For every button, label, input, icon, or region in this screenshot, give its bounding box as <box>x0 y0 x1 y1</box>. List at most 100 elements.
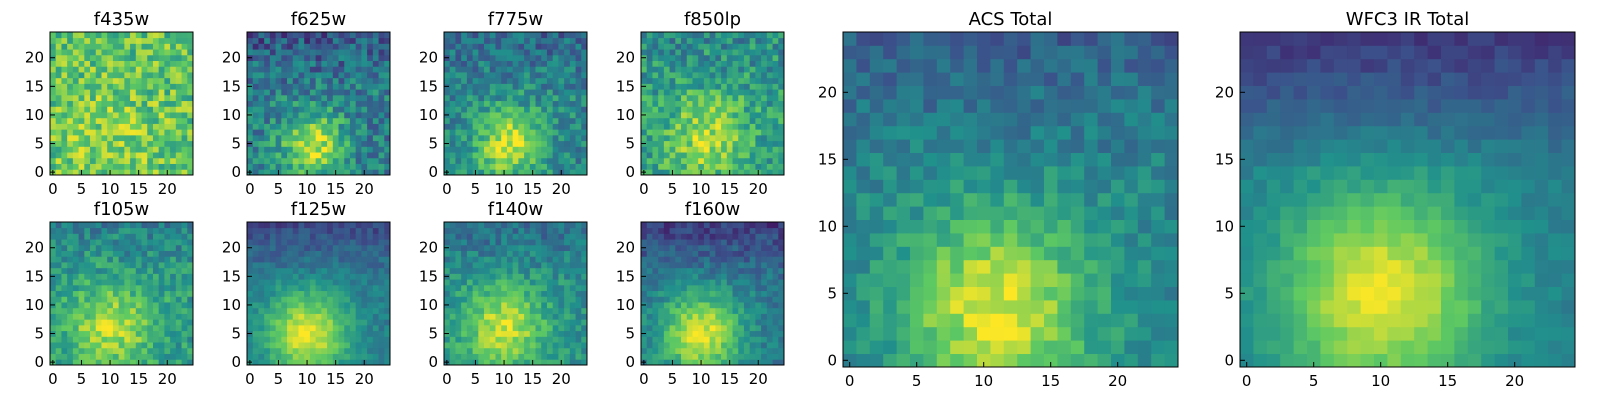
heatmap-cell <box>692 100 699 107</box>
heatmap-cell <box>252 32 259 39</box>
heatmap-cell <box>135 140 142 147</box>
heatmap-cell <box>766 267 773 274</box>
heatmap-cell <box>461 152 468 159</box>
heatmap-cell <box>264 244 271 251</box>
heatmap-cell <box>90 290 97 297</box>
heatmap-cell <box>361 330 368 337</box>
heatmap-cell <box>535 296 542 303</box>
heatmap-cell <box>692 319 699 326</box>
heatmap-cell <box>581 123 588 130</box>
heatmap-cell <box>726 83 733 90</box>
heatmap-cell <box>361 134 368 142</box>
heatmap-cell <box>315 77 322 84</box>
heatmap-cell <box>298 66 305 73</box>
heatmap-cell <box>332 284 339 292</box>
heatmap-cell <box>118 117 125 124</box>
heatmap-cell <box>135 273 142 280</box>
heatmap-cell <box>367 222 374 229</box>
heatmap-cell <box>252 100 259 107</box>
heatmap-cell <box>524 279 531 286</box>
heatmap-cell <box>90 262 97 269</box>
heatmap-cell <box>84 169 91 176</box>
heatmap-cell <box>372 123 379 130</box>
heatmap-cell <box>101 233 108 240</box>
heatmap-cell <box>378 37 385 44</box>
heatmap-cell <box>535 60 542 67</box>
heatmap-cell <box>258 284 265 292</box>
heatmap-cell <box>698 163 705 170</box>
heatmap-cell <box>124 302 131 309</box>
heatmap-cell <box>321 319 328 326</box>
heatmap-cell <box>304 72 311 79</box>
heatmap-cell <box>252 37 259 44</box>
heatmap-cell <box>84 123 91 130</box>
heatmap-cell <box>575 279 582 286</box>
heatmap-cell <box>581 163 588 170</box>
heatmap-cell <box>489 359 496 366</box>
heatmap-cell <box>55 129 62 136</box>
heatmap-cell <box>275 157 282 164</box>
heatmap-cell <box>164 152 171 159</box>
heatmap-cell <box>135 324 142 332</box>
heatmap-cell <box>669 89 676 96</box>
heatmap-cell <box>135 233 142 240</box>
heatmap-cell <box>658 117 665 124</box>
heatmap-cell <box>669 77 676 84</box>
heatmap-cell <box>552 239 559 246</box>
heatmap-cell <box>61 267 68 274</box>
heatmap-cell <box>681 72 688 79</box>
heatmap-cell <box>552 129 559 136</box>
heatmap-cell <box>275 123 282 130</box>
heatmap-cell <box>512 256 519 263</box>
heatmap-cell <box>355 336 362 343</box>
heatmap-cell <box>715 313 722 320</box>
heatmap-cell <box>309 296 317 303</box>
heatmap-cell <box>327 117 334 124</box>
heatmap-cell <box>581 169 588 176</box>
heatmap-cell <box>78 290 85 297</box>
heatmap-cell <box>715 100 722 107</box>
heatmap-cell <box>581 233 588 240</box>
heatmap-cell <box>715 169 722 176</box>
heatmap-cell <box>529 319 536 326</box>
heatmap-cell <box>152 49 160 56</box>
heatmap-cell <box>130 296 137 303</box>
heatmap-cell <box>743 262 751 269</box>
heatmap-cell <box>84 146 91 153</box>
heatmap-cell <box>546 66 554 73</box>
heatmap-cell <box>292 353 299 360</box>
heatmap-cell <box>252 302 259 309</box>
heatmap-cell <box>304 296 311 303</box>
heatmap-cell <box>264 163 271 170</box>
heatmap-cell <box>478 239 485 246</box>
heatmap-cell <box>264 324 271 332</box>
heatmap-cell <box>506 152 514 159</box>
heatmap-cell <box>101 313 108 320</box>
heatmap-cell <box>646 169 653 176</box>
f625w-xtick-label: 10 <box>298 180 317 198</box>
heatmap-cell <box>478 72 485 79</box>
heatmap-cell <box>332 244 339 251</box>
heatmap-cell <box>181 239 188 246</box>
heatmap-cell <box>247 32 254 39</box>
heatmap-cell <box>558 43 565 50</box>
heatmap-cell <box>187 256 194 263</box>
heatmap-cell <box>124 284 131 292</box>
heatmap-cell <box>321 342 328 349</box>
heatmap-cell <box>778 353 785 360</box>
heatmap-cell <box>495 157 502 164</box>
heatmap-cell <box>658 290 665 297</box>
heatmap-cell <box>269 302 276 309</box>
heatmap-cell <box>349 336 357 343</box>
heatmap-cell <box>564 296 571 303</box>
heatmap-cell <box>575 359 582 366</box>
heatmap-cell <box>55 324 62 332</box>
heatmap-cell <box>384 32 391 39</box>
heatmap-cell <box>147 43 154 50</box>
heatmap-cell <box>512 273 519 280</box>
heatmap-cell <box>646 140 653 147</box>
heatmap-cell <box>361 313 368 320</box>
heatmap-cell <box>309 267 317 274</box>
heatmap-cell <box>738 313 745 320</box>
heatmap-cell <box>327 244 334 251</box>
